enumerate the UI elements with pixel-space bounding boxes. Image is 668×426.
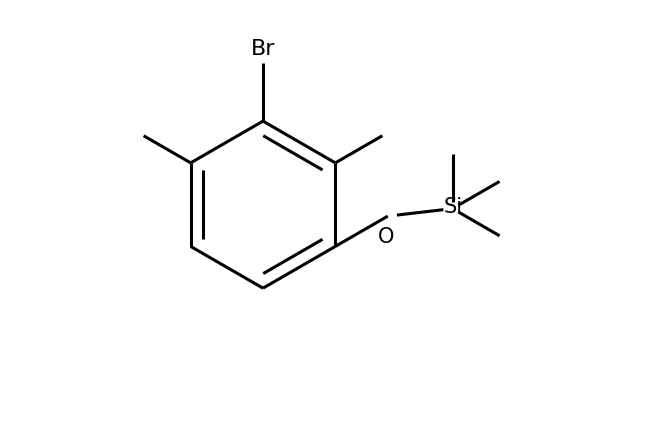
- Text: Br: Br: [250, 39, 275, 59]
- Text: Si: Si: [444, 196, 463, 216]
- Text: O: O: [377, 227, 394, 247]
